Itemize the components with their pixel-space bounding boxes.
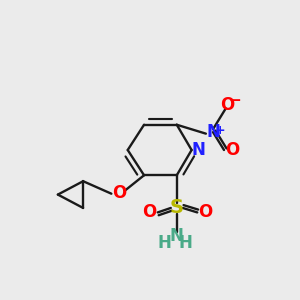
Text: H: H xyxy=(179,234,193,252)
Text: O: O xyxy=(199,203,213,221)
Text: H: H xyxy=(157,234,171,252)
Text: N: N xyxy=(191,141,205,159)
Text: O: O xyxy=(225,141,239,159)
Text: +: + xyxy=(215,124,226,137)
Text: O: O xyxy=(220,96,234,114)
Text: O: O xyxy=(112,184,126,202)
Text: −: − xyxy=(228,93,241,108)
Text: O: O xyxy=(142,203,157,221)
Text: N: N xyxy=(206,123,220,141)
Text: N: N xyxy=(170,227,184,245)
Text: S: S xyxy=(170,199,184,218)
